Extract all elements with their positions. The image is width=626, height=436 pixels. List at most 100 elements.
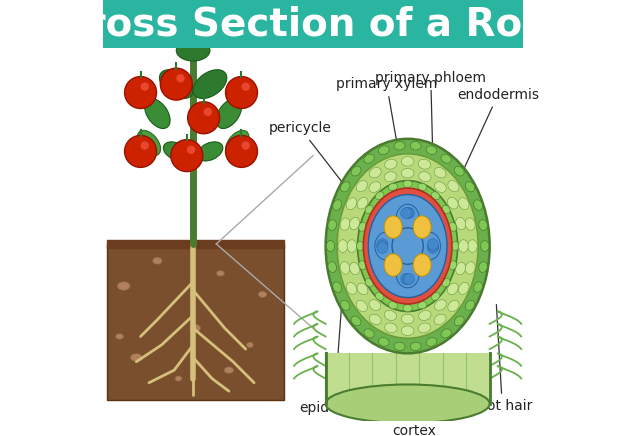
Ellipse shape (419, 172, 431, 182)
Ellipse shape (418, 183, 427, 191)
Ellipse shape (456, 217, 466, 230)
Ellipse shape (403, 305, 413, 312)
Circle shape (428, 242, 438, 253)
Ellipse shape (384, 216, 402, 238)
Ellipse shape (410, 342, 421, 351)
Ellipse shape (145, 99, 170, 129)
Ellipse shape (368, 194, 447, 297)
Ellipse shape (451, 242, 459, 251)
Ellipse shape (403, 180, 413, 187)
Ellipse shape (193, 70, 227, 99)
Circle shape (404, 273, 414, 284)
Ellipse shape (434, 314, 446, 325)
Ellipse shape (356, 242, 364, 251)
Ellipse shape (413, 254, 431, 276)
Ellipse shape (379, 146, 389, 154)
Circle shape (377, 242, 388, 253)
Ellipse shape (216, 99, 242, 129)
Ellipse shape (351, 316, 361, 326)
Ellipse shape (384, 159, 397, 169)
Ellipse shape (326, 241, 335, 252)
Circle shape (225, 136, 257, 167)
Circle shape (404, 208, 414, 218)
Ellipse shape (225, 130, 249, 156)
Ellipse shape (341, 182, 350, 192)
Ellipse shape (384, 254, 402, 276)
Circle shape (402, 208, 413, 218)
Ellipse shape (175, 376, 182, 381)
Ellipse shape (388, 183, 398, 191)
Ellipse shape (481, 241, 489, 252)
Circle shape (187, 146, 195, 154)
Ellipse shape (364, 329, 374, 338)
Circle shape (242, 82, 250, 91)
Ellipse shape (326, 385, 490, 423)
Ellipse shape (474, 200, 483, 210)
Ellipse shape (363, 188, 452, 304)
Ellipse shape (465, 182, 475, 192)
Ellipse shape (333, 282, 342, 293)
Circle shape (428, 239, 438, 250)
Ellipse shape (458, 283, 469, 294)
Ellipse shape (418, 159, 431, 169)
Text: Cross Section of a Root: Cross Section of a Root (58, 5, 568, 43)
Ellipse shape (465, 218, 475, 230)
Ellipse shape (459, 240, 468, 252)
Ellipse shape (434, 167, 446, 178)
Ellipse shape (454, 166, 464, 176)
Circle shape (242, 141, 250, 150)
Ellipse shape (376, 293, 384, 300)
Ellipse shape (384, 323, 397, 333)
Ellipse shape (474, 282, 483, 293)
Circle shape (160, 68, 192, 100)
Ellipse shape (197, 142, 223, 161)
Ellipse shape (413, 216, 431, 238)
Ellipse shape (340, 218, 350, 230)
Ellipse shape (375, 232, 398, 260)
Ellipse shape (419, 310, 431, 320)
Text: endodermis: endodermis (457, 88, 539, 184)
Ellipse shape (347, 240, 357, 252)
Circle shape (141, 82, 149, 91)
Ellipse shape (338, 240, 347, 252)
Ellipse shape (426, 337, 437, 346)
Ellipse shape (369, 182, 381, 192)
Ellipse shape (364, 154, 374, 164)
Ellipse shape (401, 326, 414, 336)
Ellipse shape (479, 262, 487, 272)
Ellipse shape (365, 205, 373, 214)
Ellipse shape (448, 283, 458, 295)
Ellipse shape (418, 302, 427, 309)
Ellipse shape (340, 262, 350, 274)
Ellipse shape (130, 354, 142, 361)
Circle shape (401, 273, 412, 284)
Ellipse shape (448, 300, 459, 312)
Ellipse shape (456, 262, 466, 275)
Ellipse shape (441, 329, 451, 338)
Ellipse shape (369, 314, 381, 325)
Circle shape (225, 77, 257, 109)
Ellipse shape (359, 261, 366, 270)
Ellipse shape (160, 70, 193, 99)
Ellipse shape (346, 283, 357, 294)
Ellipse shape (434, 300, 446, 310)
Circle shape (377, 239, 388, 250)
Ellipse shape (465, 262, 475, 274)
Circle shape (125, 77, 156, 109)
Ellipse shape (326, 139, 490, 353)
Circle shape (428, 241, 439, 252)
Ellipse shape (163, 142, 189, 161)
Ellipse shape (468, 240, 477, 252)
Ellipse shape (247, 342, 254, 347)
Ellipse shape (442, 278, 450, 287)
Ellipse shape (441, 154, 451, 164)
Ellipse shape (356, 300, 367, 312)
Circle shape (125, 136, 156, 167)
Ellipse shape (376, 192, 384, 200)
Ellipse shape (448, 181, 459, 192)
Ellipse shape (384, 172, 397, 182)
Ellipse shape (357, 181, 458, 311)
Ellipse shape (410, 142, 421, 150)
Ellipse shape (454, 316, 464, 326)
Ellipse shape (337, 154, 478, 338)
